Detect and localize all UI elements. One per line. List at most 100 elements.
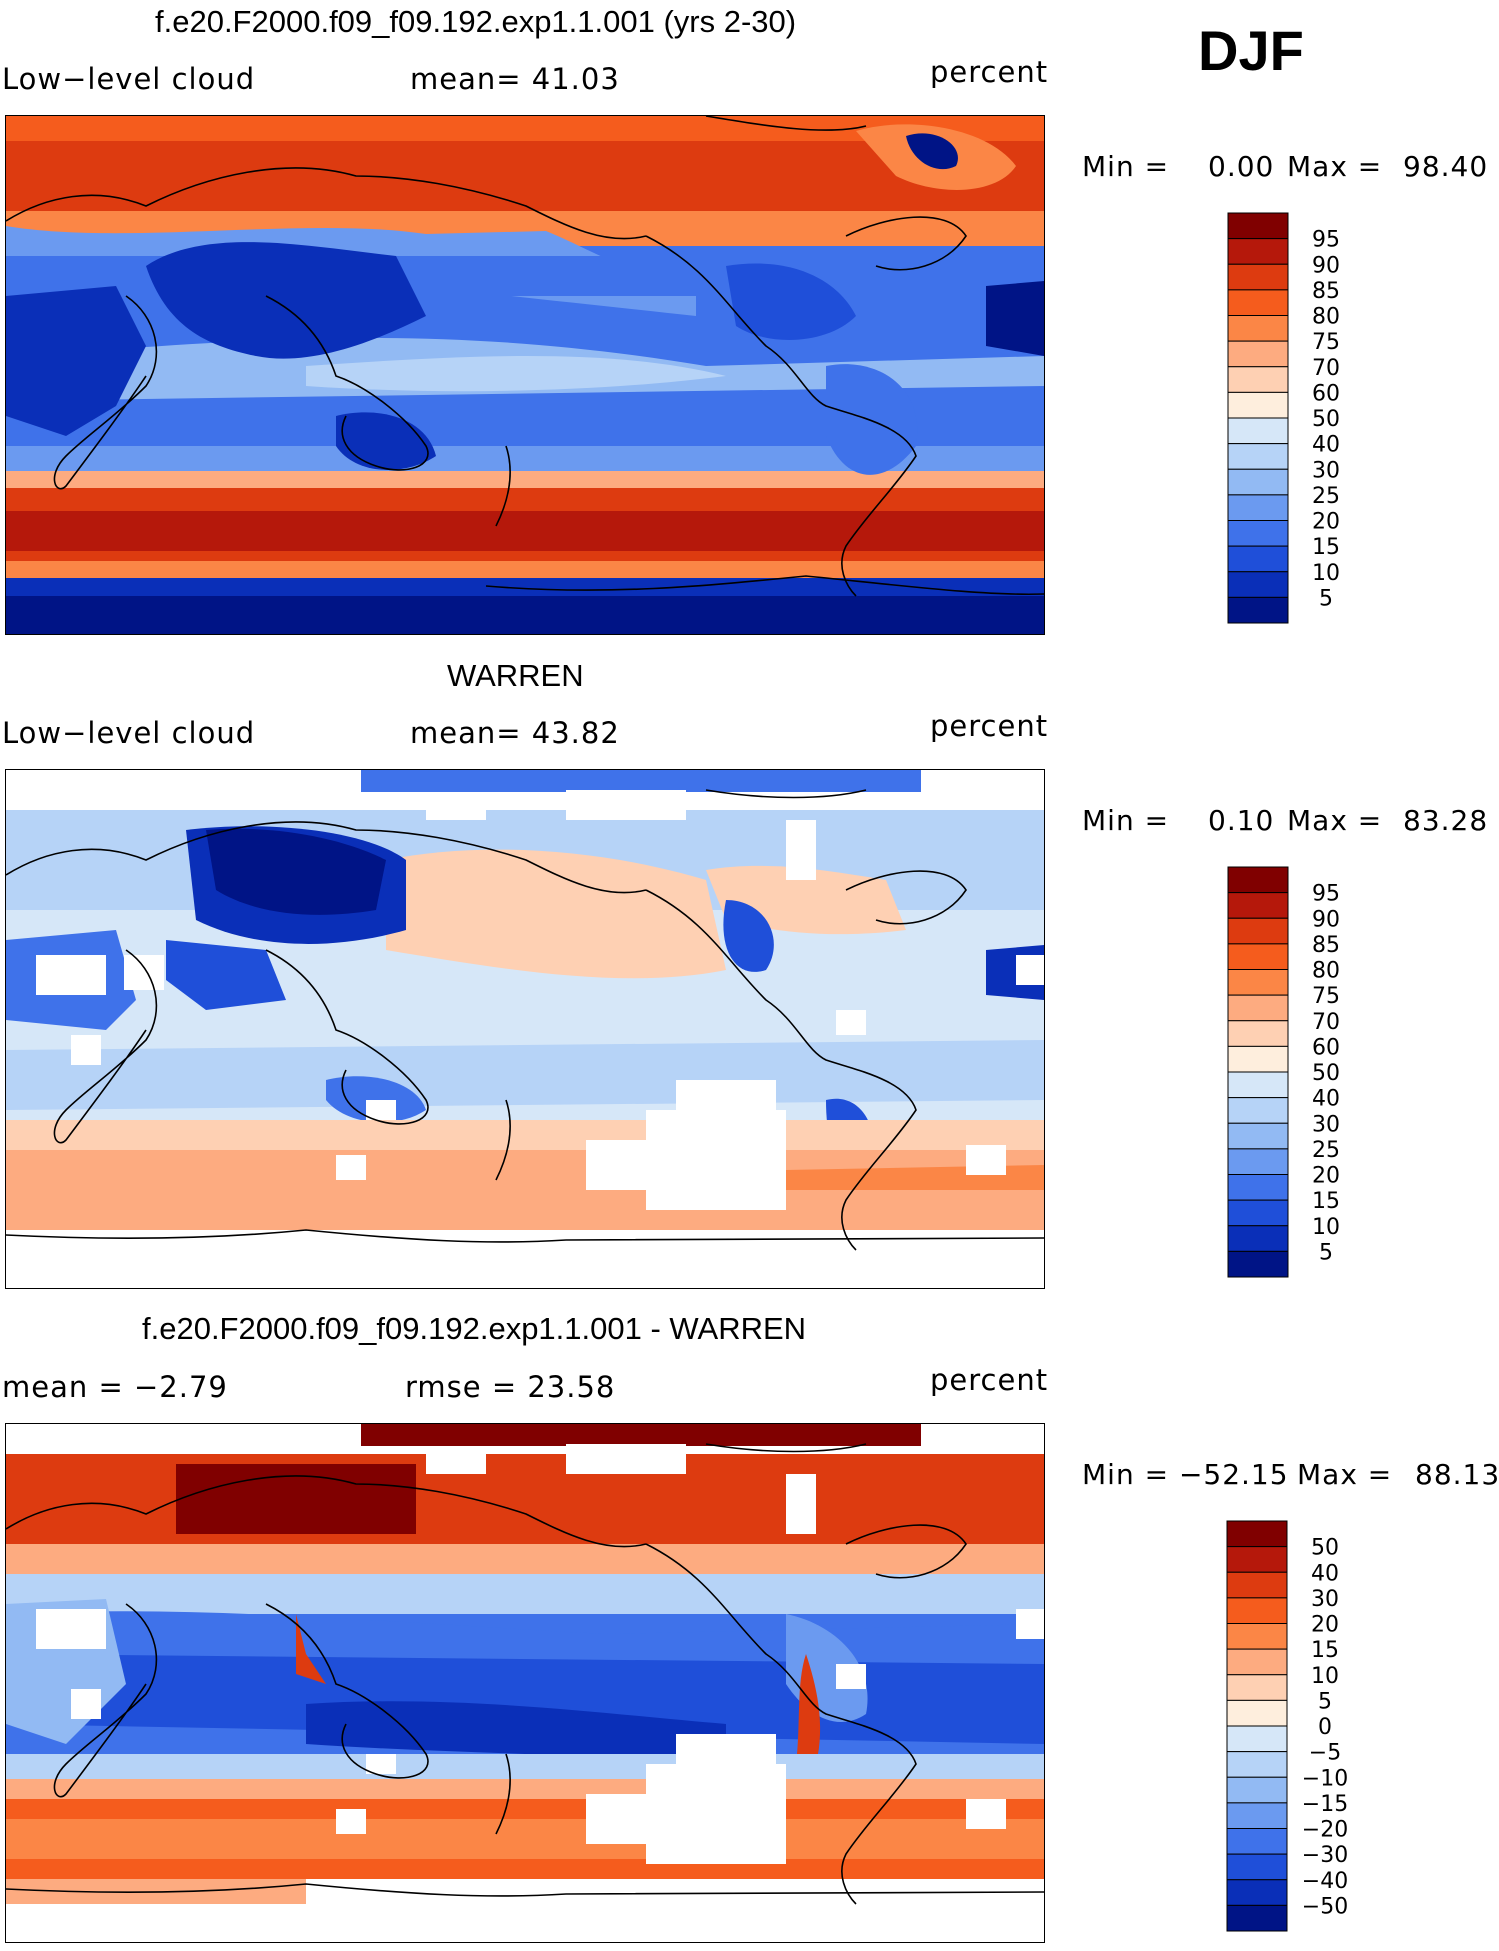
colorbar-swatch [1227,1071,1289,1099]
colorbar-tick-label: 5 [1319,1240,1333,1265]
max-value: 88.13 [1415,1458,1499,1491]
colorbar-swatch [1227,443,1289,470]
colorbar-swatch [1227,866,1289,894]
colorbar-tick-label: −20 [1302,1818,1348,1843]
colorbar-tick-label: 70 [1312,1010,1340,1035]
colorbar-tick-label: 50 [1312,1061,1340,1086]
colorbar-swatch [1227,1045,1289,1073]
colorbar-swatch [1227,917,1289,945]
mean-label: mean= 41.03 [410,62,620,96]
colorbar-tick-label: 90 [1312,907,1340,932]
colorbar-tick-label: 10 [1312,1215,1340,1240]
season-label: DJF [1198,19,1304,82]
colorbar-swatch [1226,1546,1288,1573]
variable-label: Low−level cloud [2,62,256,96]
colorbar-swatch [1227,366,1289,393]
map-field [6,1424,1044,1942]
colorbar-tick-label: 70 [1312,356,1340,381]
colorbar-swatch [1227,892,1289,919]
colorbar-swatch [1226,1853,1288,1881]
colorbar-tick-label: −30 [1302,1843,1348,1868]
colorbar-tick-label: 0 [1318,1715,1332,1740]
colorbar-tick-label: 15 [1312,535,1340,560]
panel-title: f.e20.F2000.f09_f09.192.exp1.1.001 - WAR… [142,1311,807,1346]
colorbar-swatch [1226,1802,1288,1830]
rmse-label: rmse = 23.58 [405,1370,616,1404]
colorbar-swatch [1227,263,1289,291]
map-model-cloud [5,115,1045,635]
colorbar-swatch [1227,1020,1289,1047]
colorbar-tick-label: 5 [1319,586,1333,611]
colorbar-tick-label: 60 [1312,1035,1340,1060]
colorbar-swatch [1226,1571,1288,1599]
colorbar-tick-label: 50 [1311,1536,1339,1561]
colorbar-tick-label: 80 [1312,305,1340,330]
min-value: 0.00 [1208,150,1275,183]
colorbar-tick-label: 95 [1312,228,1340,253]
min-label: Min = [1082,804,1170,837]
min-label: Min = [1082,150,1170,183]
map-field [6,116,1044,634]
colorbar-swatch [1226,1674,1288,1701]
colorbar-swatch [1227,238,1289,265]
max-value: 83.28 [1403,804,1489,837]
colorbar-swatch [1227,391,1289,419]
variable-label: Low−level cloud [2,716,256,750]
max-value: 98.40 [1403,150,1489,183]
colorbar-swatch [1227,494,1289,522]
colorbar-swatch [1227,596,1289,624]
map-field [6,770,1044,1288]
colorbar-swatch [1227,1174,1289,1201]
colorbar-tick-label: 30 [1311,1587,1339,1612]
colorbar-swatch [1226,1699,1288,1727]
colorbar-swatch [1227,1097,1289,1124]
colorbar-swatch [1227,571,1289,598]
colorbar-tick-label: 30 [1312,458,1340,483]
colorbar-tick-label: 40 [1311,1561,1339,1586]
mean-label: mean = −2.79 [2,1370,228,1404]
units-label: percent [930,709,1049,743]
colorbar-tick-label: 20 [1312,510,1340,535]
panel-title: f.e20.F2000.f09_f09.192.exp1.1.001 (yrs … [155,4,797,39]
colorbar: 95 90 85 80 75 70 60 50 40 30 25 20 15 10 5 [1227,212,1348,625]
colorbar-swatch [1227,1148,1289,1176]
colorbar-tick-label: 90 [1312,253,1340,278]
colorbar-swatch [1226,1879,1288,1906]
min-value: 0.10 [1208,804,1275,837]
map-observed-cloud [5,769,1045,1289]
colorbar-tick-label: 25 [1312,1138,1340,1163]
colorbar-swatch [1226,1520,1288,1548]
colorbar-tick-label: −10 [1302,1766,1348,1791]
mean-label: mean= 43.82 [410,716,620,750]
colorbar-tick-label: 20 [1311,1613,1339,1638]
colorbar-swatch [1226,1776,1288,1804]
colorbar-tick-label: 25 [1312,484,1340,509]
colorbar-tick-label: 10 [1311,1664,1339,1689]
colorbar-swatch [1227,1250,1289,1278]
colorbar-tick-label: −5 [1309,1741,1341,1766]
colorbar-tick-label: 10 [1312,561,1340,586]
colorbar-swatch [1227,1225,1289,1252]
colorbar-tick-label: 15 [1312,1189,1340,1214]
min-label: Min = −52.15 [1082,1458,1289,1491]
colorbar-swatch [1227,315,1289,342]
colorbar-swatch [1227,520,1289,547]
colorbar-swatch [1227,417,1289,445]
colorbar-swatch [1226,1725,1288,1753]
colorbar-swatch [1227,468,1289,496]
colorbar-swatch [1226,1904,1288,1932]
units-label: percent [930,1363,1049,1397]
colorbar-tick-label: 40 [1312,433,1340,458]
colorbar-swatch [1227,1199,1289,1227]
colorbar-swatch [1226,1751,1288,1778]
colorbar-swatch [1227,1122,1289,1150]
colorbar-swatch [1227,289,1289,317]
colorbar-tick-label: 85 [1312,933,1340,958]
colorbar-tick-label: 85 [1312,279,1340,304]
colorbar-tick-label: −15 [1302,1792,1348,1817]
colorbar-swatch [1227,969,1289,996]
colorbar-swatch [1226,1828,1288,1855]
colorbar-swatch [1227,212,1289,240]
max-label: Max = [1287,804,1383,837]
colorbar-tick-label: 5 [1318,1689,1332,1714]
